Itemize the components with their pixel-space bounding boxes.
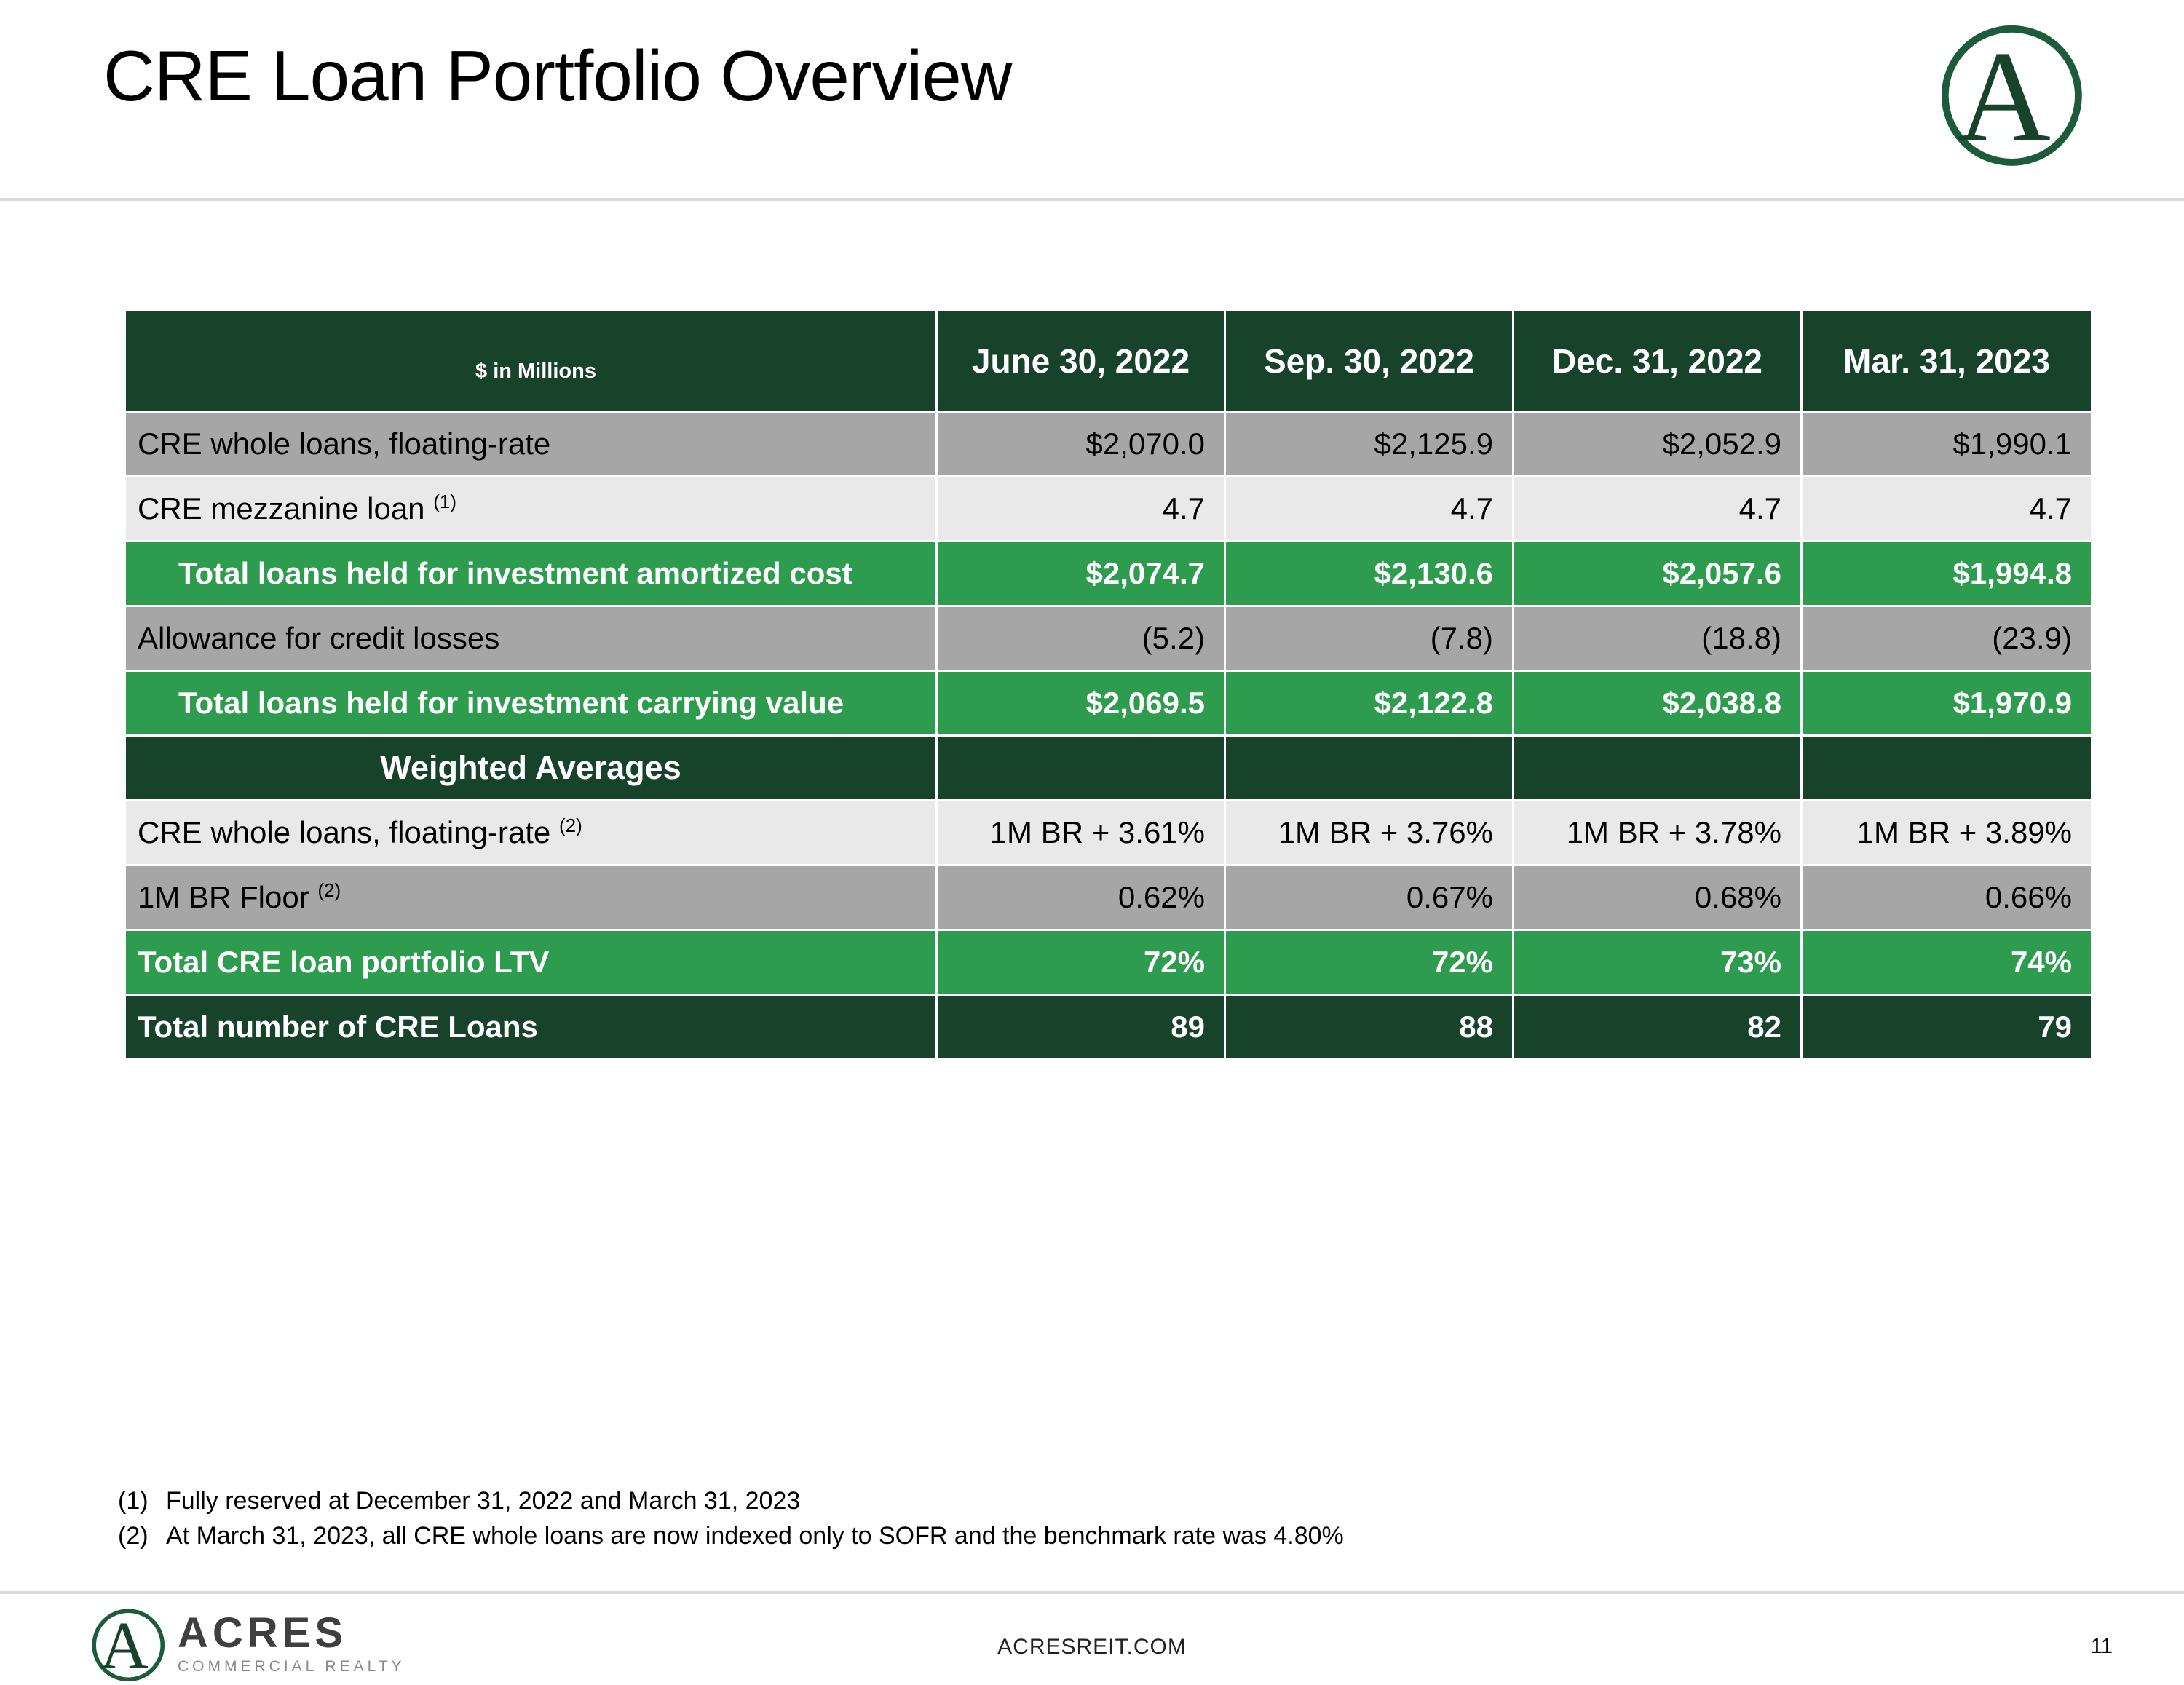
footnote-number: (1) xyxy=(118,1487,149,1515)
footer-logo: A ACRES COMMERCIAL REALTY xyxy=(86,1603,405,1684)
cell-value: 72% xyxy=(935,929,1226,996)
footnotes: (1) Fully reserved at December 31, 2022 … xyxy=(118,1483,1344,1553)
cell-value xyxy=(935,734,1226,801)
cell-value: $2,125.9 xyxy=(1224,411,1514,477)
brand-name: ACRES xyxy=(178,1609,348,1657)
footer-divider xyxy=(0,1591,2184,1594)
cell-value: 88 xyxy=(1224,994,1514,1060)
table-row: CRE mezzanine loan (1) 4.7 4.7 4.7 4.7 xyxy=(124,475,2093,542)
table-section-row: Weighted Averages xyxy=(124,734,2093,801)
cell-value: $2,122.8 xyxy=(1224,670,1514,737)
brand-text: ACRES COMMERCIAL REALTY xyxy=(178,1611,405,1676)
cre-loan-table-wrap: $ in Millions June 30, 2022 Sep. 30, 202… xyxy=(124,309,2093,1060)
table-row: CRE whole loans, floating-rate $2,070.0 … xyxy=(124,411,2093,477)
cell-value: 0.62% xyxy=(935,864,1226,931)
cell-value: 0.68% xyxy=(1512,864,1803,931)
acres-logo-icon: A xyxy=(1929,13,2088,172)
cell-value: 1M BR + 3.89% xyxy=(1800,799,2093,866)
svg-text:A: A xyxy=(1957,24,2051,168)
table-header-row: $ in Millions June 30, 2022 Sep. 30, 202… xyxy=(124,309,2093,413)
cell-value xyxy=(1800,734,2093,801)
row-label: Total loans held for investment amortize… xyxy=(124,540,938,607)
footnote-ref: (2) xyxy=(317,879,341,901)
table-row: 1M BR Floor (2) 0.62% 0.67% 0.68% 0.66% xyxy=(124,864,2093,931)
footnote-ref: (2) xyxy=(558,814,582,836)
cell-value: (23.9) xyxy=(1800,605,2093,672)
row-label: CRE whole loans, floating-rate (2) xyxy=(124,799,938,866)
cell-value: 4.7 xyxy=(1512,475,1803,542)
row-label: CRE mezzanine loan (1) xyxy=(124,475,938,542)
cell-value: $1,994.8 xyxy=(1800,540,2093,607)
cell-value: 4.7 xyxy=(1800,475,2093,542)
cell-value: 1M BR + 3.78% xyxy=(1512,799,1803,866)
cell-value xyxy=(1224,734,1514,801)
footnote-1: (1) Fully reserved at December 31, 2022 … xyxy=(118,1483,1344,1518)
acres-footer-logo-icon: A xyxy=(92,1609,165,1683)
table-row: Total loans held for investment amortize… xyxy=(124,540,2093,607)
row-label: Allowance for credit losses xyxy=(124,605,938,672)
title-divider xyxy=(0,198,2184,201)
cell-value: 89 xyxy=(935,994,1226,1060)
cell-value: $2,074.7 xyxy=(935,540,1226,607)
footnote-2: (2) At March 31, 2023, all CRE whole loa… xyxy=(118,1518,1344,1553)
brand-subtitle: COMMERCIAL REALTY xyxy=(178,1658,405,1675)
section-label: Weighted Averages xyxy=(124,734,938,801)
cell-value: 4.7 xyxy=(935,475,1226,542)
footnote-text: Fully reserved at December 31, 2022 and … xyxy=(166,1487,801,1515)
cell-value: 1M BR + 3.76% xyxy=(1224,799,1514,866)
cell-value: 73% xyxy=(1512,929,1803,996)
cell-value: $2,069.5 xyxy=(935,670,1226,737)
cell-value xyxy=(1512,734,1803,801)
table-row: Total CRE loan portfolio LTV 72% 72% 73%… xyxy=(124,929,2093,996)
row-label: Total number of CRE Loans xyxy=(124,994,938,1060)
cell-value: $1,990.1 xyxy=(1800,411,2093,477)
cell-value: $2,070.0 xyxy=(935,411,1226,477)
row-label: Total loans held for investment carrying… xyxy=(124,670,938,737)
units-label: $ in Millions xyxy=(475,359,596,383)
page-number: 11 xyxy=(2090,1635,2113,1658)
footer-url: ACRESREIT.COM xyxy=(997,1635,1187,1659)
acres-logo-svg: A xyxy=(1941,24,2082,168)
page-title: CRE Loan Portfolio Overview xyxy=(103,36,1013,116)
cell-value: (5.2) xyxy=(935,605,1226,672)
table-row: Total number of CRE Loans 89 88 82 79 xyxy=(124,994,2093,1060)
table-row: CRE whole loans, floating-rate (2) 1M BR… xyxy=(124,799,2093,866)
cell-value: $2,130.6 xyxy=(1224,540,1514,607)
footnote-text: At March 31, 2023, all CRE whole loans a… xyxy=(166,1522,1344,1550)
column-header-q1-2023: Mar. 31, 2023 xyxy=(1800,309,2093,413)
units-header-cell: $ in Millions xyxy=(124,309,938,413)
cell-value: 1M BR + 3.61% xyxy=(935,799,1226,866)
row-label: CRE whole loans, floating-rate xyxy=(124,411,938,477)
cell-value: $1,970.9 xyxy=(1800,670,2093,737)
table-row: Total loans held for investment carrying… xyxy=(124,670,2093,737)
cell-value: (18.8) xyxy=(1512,605,1803,672)
row-label: 1M BR Floor (2) xyxy=(124,864,938,931)
footnote-ref: (1) xyxy=(433,491,456,512)
cell-value: 0.67% xyxy=(1224,864,1514,931)
cell-value: 82 xyxy=(1512,994,1803,1060)
column-header-q2-2022: June 30, 2022 xyxy=(935,309,1226,413)
cell-value: 0.66% xyxy=(1800,864,2093,931)
cell-value: $2,038.8 xyxy=(1512,670,1803,737)
cell-value: $2,052.9 xyxy=(1512,411,1803,477)
svg-text:A: A xyxy=(100,1609,148,1683)
table-row: Allowance for credit losses (5.2) (7.8) … xyxy=(124,605,2093,672)
cre-loan-table: $ in Millions June 30, 2022 Sep. 30, 202… xyxy=(124,309,2093,1060)
cell-value: 72% xyxy=(1224,929,1514,996)
cell-value: (7.8) xyxy=(1224,605,1514,672)
column-header-q3-2022: Sep. 30, 2022 xyxy=(1224,309,1514,413)
row-label: Total CRE loan portfolio LTV xyxy=(124,929,938,996)
cell-value: $2,057.6 xyxy=(1512,540,1803,607)
column-header-q4-2022: Dec. 31, 2022 xyxy=(1512,309,1803,413)
footnote-number: (2) xyxy=(118,1522,149,1550)
cell-value: 74% xyxy=(1800,929,2093,996)
cell-value: 79 xyxy=(1800,994,2093,1060)
cell-value: 4.7 xyxy=(1224,475,1514,542)
